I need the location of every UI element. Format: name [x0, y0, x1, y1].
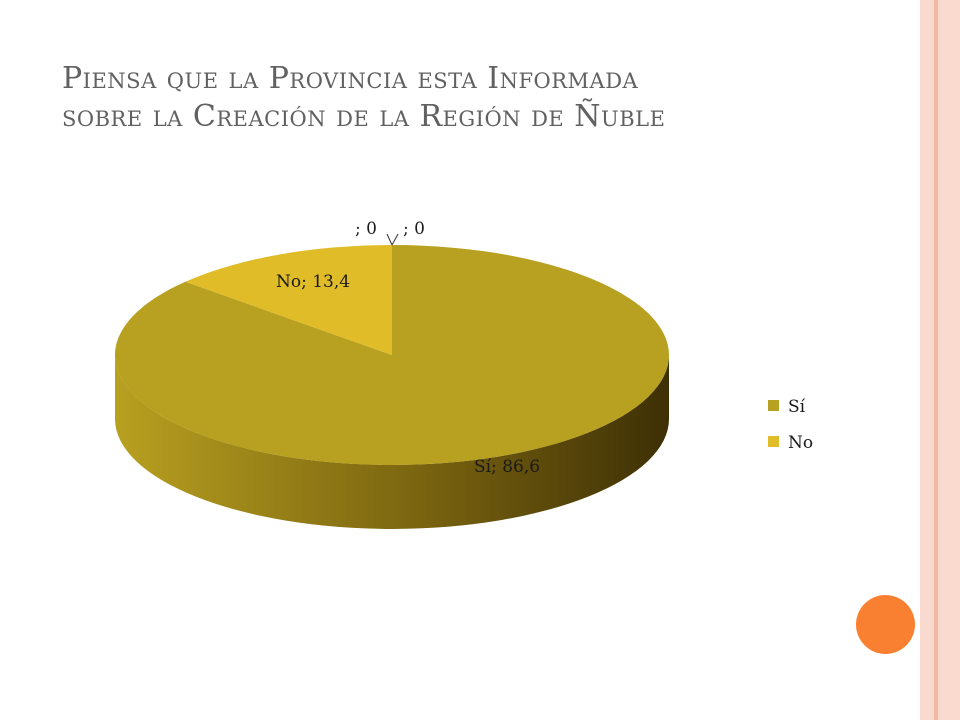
legend-label-no: No — [788, 433, 813, 453]
zero-slices-leader — [386, 233, 393, 246]
data-label-si: Sí; 86,6 — [474, 457, 540, 477]
legend: Sí No — [768, 397, 813, 453]
pie-slice-no[interactable] — [185, 245, 392, 355]
slide-right-border — [920, 0, 960, 720]
title-line-1: Piensa que la Provincia esta Informada — [62, 61, 639, 96]
pie-side-3d — [115, 355, 669, 529]
pie-slice-si[interactable] — [115, 245, 670, 465]
border-stripe-outer — [920, 0, 934, 720]
decorative-circle — [856, 595, 915, 654]
slide-title: Piensa que la Provincia esta Informada s… — [62, 60, 882, 136]
title-line-2: sobre la Creación de la Región de Ñuble — [62, 99, 666, 134]
zero-slices-leader-2 — [391, 233, 399, 246]
legend-label-si: Sí — [788, 397, 806, 417]
data-label-zero-1: ; 0 — [355, 219, 377, 239]
data-label-zero-2: ; 0 — [403, 219, 425, 239]
data-label-no: No; 13,4 — [276, 272, 350, 292]
legend-swatch-no — [768, 436, 779, 447]
border-stripe-inner — [938, 0, 960, 720]
border-stripe-mid — [934, 0, 938, 720]
legend-swatch-si — [768, 400, 779, 411]
